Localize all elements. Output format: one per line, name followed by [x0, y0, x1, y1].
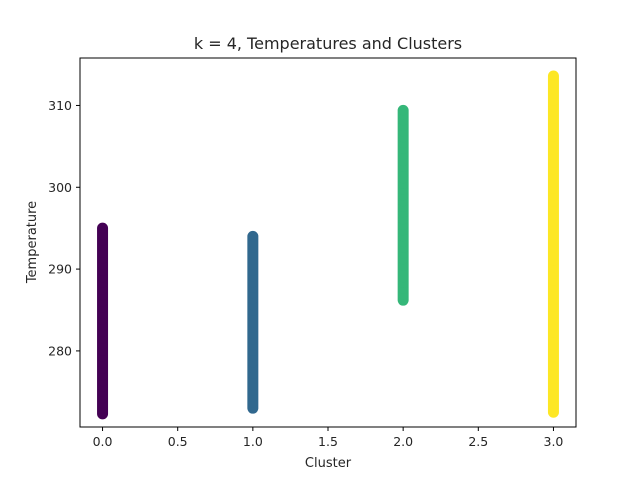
y-tick-label: 290: [48, 262, 72, 277]
cluster-0-points: [97, 222, 109, 420]
chart-title: k = 4, Temperatures and Clusters: [194, 34, 462, 53]
data-point: [247, 231, 258, 242]
data-point: [548, 407, 559, 418]
y-tick-label: 310: [48, 98, 72, 113]
y-axis-label: Temperature: [25, 201, 40, 284]
x-tick-label: 1.5: [318, 434, 338, 449]
data-point: [398, 105, 409, 116]
y-tick-label: 280: [48, 343, 72, 358]
x-axis-ticks: 0.0 0.5 1.0 1.5 2.0 2.5 3.0: [93, 427, 564, 449]
y-tick-label: 300: [48, 180, 72, 195]
x-tick-label: 2.0: [393, 434, 413, 449]
y-axis-ticks: 280 290 300 310: [48, 98, 80, 358]
x-tick-label: 3.0: [544, 434, 564, 449]
cluster-3-points: [547, 70, 559, 418]
x-tick-label: 0.0: [93, 434, 113, 449]
x-axis-label: Cluster: [305, 456, 352, 471]
cluster-2-points: [397, 104, 409, 306]
x-tick-label: 1.0: [243, 434, 263, 449]
data-point: [548, 71, 559, 81]
x-tick-label: 0.5: [168, 434, 188, 449]
plot-area: [97, 70, 559, 420]
data-point: [97, 223, 108, 234]
cluster-1-points: [247, 230, 259, 414]
x-tick-label: 2.5: [468, 434, 488, 449]
